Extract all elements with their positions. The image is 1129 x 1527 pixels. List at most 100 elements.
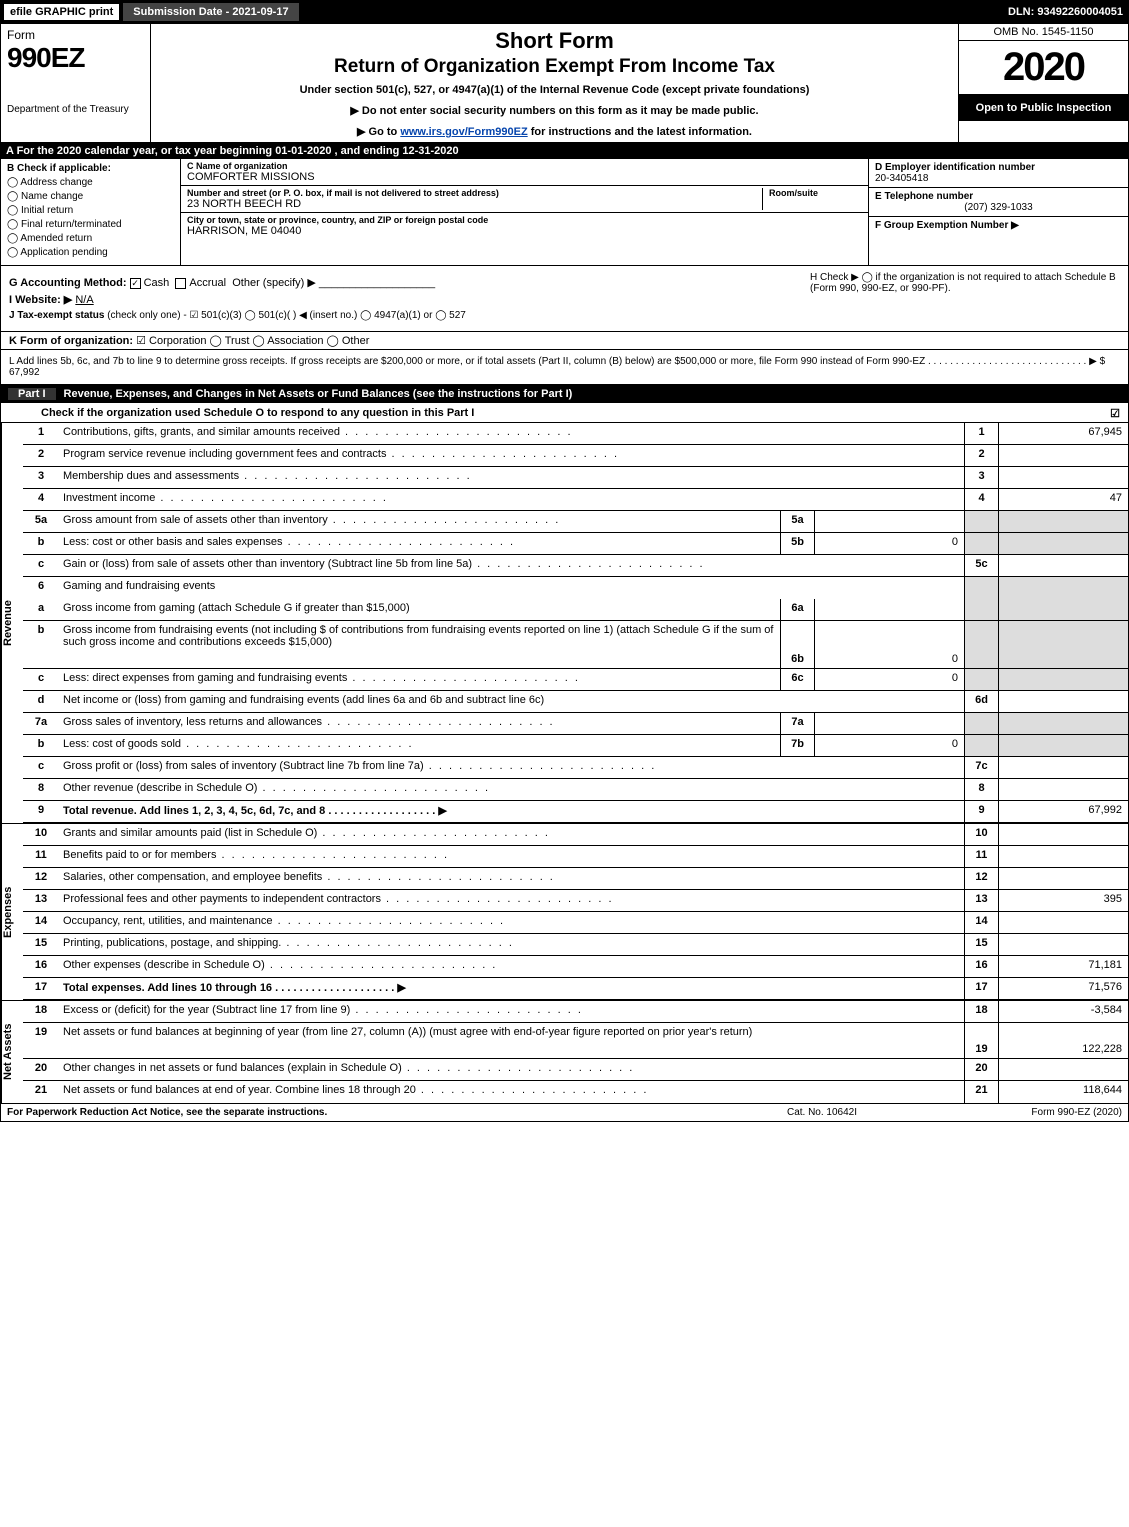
line-11: 11Benefits paid to or for members11 [23, 846, 1128, 868]
revenue-section: Revenue 1Contributions, gifts, grants, a… [0, 423, 1129, 823]
phone-label: E Telephone number [875, 191, 1122, 202]
line-h: H Check ▶ ◯ if the organization is not r… [800, 272, 1120, 325]
line-6a: aGross income from gaming (attach Schedu… [23, 599, 1128, 621]
part-1-bar: Part I Revenue, Expenses, and Changes in… [0, 385, 1129, 403]
line-8: 8Other revenue (describe in Schedule O)8 [23, 779, 1128, 801]
group-exemption-label: F Group Exemption Number ▶ [875, 220, 1122, 231]
expenses-section: Expenses 10Grants and similar amounts pa… [0, 823, 1129, 1000]
form-header: Form 990EZ Department of the Treasury Sh… [0, 24, 1129, 143]
line-l: L Add lines 5b, 6c, and 7b to line 9 to … [0, 350, 1129, 385]
catalog-number: Cat. No. 10642I [722, 1107, 922, 1118]
net-assets-section: Net Assets 18Excess or (deficit) for the… [0, 1000, 1129, 1104]
line-9: 9Total revenue. Add lines 1, 2, 3, 4, 5c… [23, 801, 1128, 823]
line-k: K Form of organization: ☑ Corporation ◯ … [0, 332, 1129, 350]
org-name-label: C Name of organization [187, 161, 862, 171]
line-12: 12Salaries, other compensation, and empl… [23, 868, 1128, 890]
part-1-title: Revenue, Expenses, and Changes in Net As… [64, 388, 573, 400]
expenses-side-label: Expenses [1, 824, 23, 1000]
line-7a: 7aGross sales of inventory, less returns… [23, 713, 1128, 735]
line-5c: cGain or (loss) from sale of assets othe… [23, 555, 1128, 577]
submission-date: Submission Date - 2021-09-17 [123, 3, 298, 21]
line-6: 6Gaming and fundraising events [23, 577, 1128, 599]
line-7c: cGross profit or (loss) from sales of in… [23, 757, 1128, 779]
line-7b: bLess: cost of goods sold7b0 [23, 735, 1128, 757]
page-footer: For Paperwork Reduction Act Notice, see … [0, 1104, 1129, 1122]
header-middle: Short Form Return of Organization Exempt… [151, 24, 958, 142]
sub3-pre: ▶ Go to [357, 126, 400, 138]
street-label: Number and street (or P. O. box, if mail… [187, 188, 762, 198]
top-bar: efile GRAPHIC print Submission Date - 20… [0, 0, 1129, 24]
part-1-checkbox[interactable]: ☑ [1102, 407, 1120, 420]
part-1-label: Part I [8, 388, 56, 400]
line-4: 4Investment income447 [23, 489, 1128, 511]
department-label: Department of the Treasury [7, 104, 144, 115]
section-b: B Check if applicable: ◯ Address change … [1, 159, 181, 265]
city-state-zip: HARRISON, ME 04040 [187, 225, 862, 237]
line-13: 13Professional fees and other payments t… [23, 890, 1128, 912]
dln-number: DLN: 93492260004051 [1008, 6, 1129, 18]
line-16: 16Other expenses (describe in Schedule O… [23, 956, 1128, 978]
header-left: Form 990EZ Department of the Treasury [1, 24, 151, 142]
chk-initial-return[interactable]: ◯ Initial return [7, 205, 174, 216]
room-label: Room/suite [769, 188, 862, 198]
line-g: G Accounting Method: Cash Accrual Other … [9, 276, 800, 289]
form-word: Form [7, 28, 144, 42]
open-to-public: Open to Public Inspection [959, 95, 1128, 121]
ein-label: D Employer identification number [875, 162, 1122, 173]
net-assets-side-label: Net Assets [1, 1001, 23, 1103]
chk-final-return[interactable]: ◯ Final return/terminated [7, 219, 174, 230]
line-6c: cLess: direct expenses from gaming and f… [23, 669, 1128, 691]
entity-info-row: B Check if applicable: ◯ Address change … [0, 159, 1129, 266]
line-j: J Tax-exempt status (check only one) - ☑… [9, 310, 800, 321]
tax-year: 2020 [959, 41, 1128, 95]
chk-name-change[interactable]: ◯ Name change [7, 191, 174, 202]
line-2: 2Program service revenue including gover… [23, 445, 1128, 467]
phone-value: (207) 329-1033 [875, 202, 1122, 213]
line-15: 15Printing, publications, postage, and s… [23, 934, 1128, 956]
line-14: 14Occupancy, rent, utilities, and mainte… [23, 912, 1128, 934]
ein-value: 20-3405418 [875, 173, 1122, 184]
line-18: 18Excess or (deficit) for the year (Subt… [23, 1001, 1128, 1023]
irs-link[interactable]: www.irs.gov/Form990EZ [400, 126, 527, 138]
subtitle-3: ▶ Go to www.irs.gov/Form990EZ for instru… [167, 125, 942, 138]
short-form-title: Short Form [167, 28, 942, 54]
form-version: Form 990-EZ (2020) [922, 1107, 1122, 1118]
subtitle-2: ▶ Do not enter social security numbers o… [167, 104, 942, 117]
website-value: N/A [75, 294, 93, 306]
omb-number: OMB No. 1545-1150 [959, 24, 1128, 41]
chk-address-change[interactable]: ◯ Address change [7, 177, 174, 188]
header-right: OMB No. 1545-1150 2020 Open to Public In… [958, 24, 1128, 142]
line-3: 3Membership dues and assessments3 [23, 467, 1128, 489]
sub3-post: for instructions and the latest informat… [528, 126, 752, 138]
chk-application-pending[interactable]: ◯ Application pending [7, 247, 174, 258]
paperwork-notice: For Paperwork Reduction Act Notice, see … [7, 1107, 722, 1118]
form-title: Return of Organization Exempt From Incom… [167, 56, 942, 78]
line-21: 21Net assets or fund balances at end of … [23, 1081, 1128, 1103]
revenue-side-label: Revenue [1, 423, 23, 823]
chk-cash[interactable] [130, 278, 141, 289]
org-name: COMFORTER MISSIONS [187, 171, 862, 183]
line-1: 1Contributions, gifts, grants, and simil… [23, 423, 1128, 445]
form-number: 990EZ [7, 42, 144, 74]
section-c: C Name of organization COMFORTER MISSION… [181, 159, 868, 265]
subtitle-1: Under section 501(c), 527, or 4947(a)(1)… [167, 84, 942, 96]
line-5b: bLess: cost or other basis and sales exp… [23, 533, 1128, 555]
section-def: D Employer identification number 20-3405… [868, 159, 1128, 265]
line-5a: 5aGross amount from sale of assets other… [23, 511, 1128, 533]
street-address: 23 NORTH BEECH RD [187, 198, 762, 210]
efile-label[interactable]: efile GRAPHIC print [4, 4, 119, 20]
line-20: 20Other changes in net assets or fund ba… [23, 1059, 1128, 1081]
city-label: City or town, state or province, country… [187, 215, 862, 225]
line-17: 17Total expenses. Add lines 10 through 1… [23, 978, 1128, 1000]
line-19: 19Net assets or fund balances at beginni… [23, 1023, 1128, 1059]
line-i: I Website: ▶ N/A [9, 293, 800, 306]
chk-amended-return[interactable]: ◯ Amended return [7, 233, 174, 244]
line-a: A For the 2020 calendar year, or tax yea… [0, 143, 1129, 159]
line-6b: bGross income from fundraising events (n… [23, 621, 1128, 669]
line-10: 10Grants and similar amounts paid (list … [23, 824, 1128, 846]
line-6d: dNet income or (loss) from gaming and fu… [23, 691, 1128, 713]
part-1-check-row: Check if the organization used Schedule … [0, 403, 1129, 423]
chk-accrual[interactable] [175, 278, 186, 289]
section-b-label: B Check if applicable: [7, 163, 174, 174]
info-block: G Accounting Method: Cash Accrual Other … [0, 266, 1129, 332]
